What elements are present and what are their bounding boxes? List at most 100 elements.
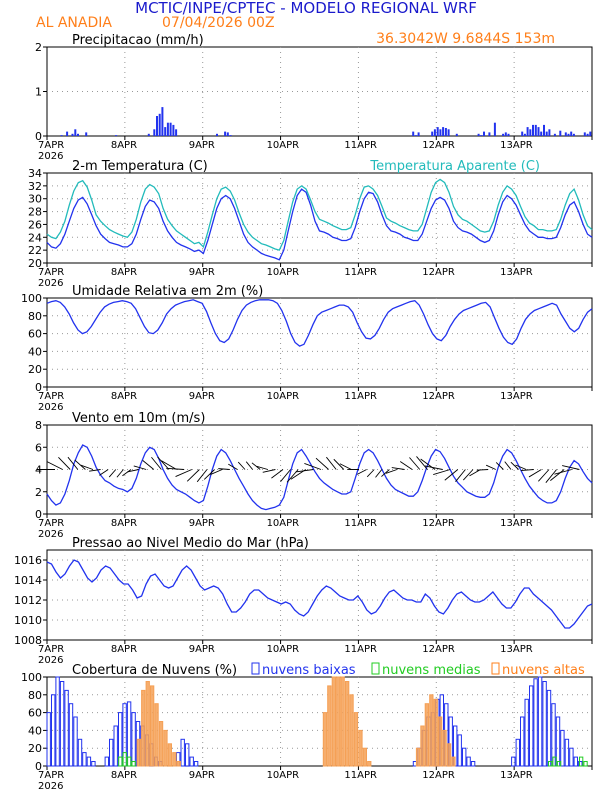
wind-arrow <box>256 465 268 470</box>
x-year-label: 2026 <box>38 151 63 162</box>
bar <box>118 756 123 767</box>
bar <box>447 129 450 136</box>
bar <box>122 752 127 767</box>
wind-arrow <box>510 461 519 470</box>
y-tick-label: 28 <box>28 206 42 219</box>
bar <box>502 133 505 136</box>
wind-arrow <box>366 469 375 478</box>
y-tick-label: 20 <box>28 363 42 376</box>
bar <box>163 729 168 767</box>
wind-arrow <box>80 464 94 470</box>
bar <box>216 133 218 136</box>
x-tick-label: 9APR <box>189 770 215 781</box>
wind-arrow <box>89 469 101 472</box>
wind-arrow <box>444 469 459 481</box>
bar <box>86 756 92 767</box>
bar <box>537 127 540 136</box>
panel-title: 2-m Temperatura (C) <box>72 159 208 174</box>
wind-arrow <box>550 469 565 481</box>
y-tick-label: 2 <box>35 41 42 54</box>
x-year-label: 2026 <box>38 278 63 289</box>
bar <box>349 694 354 767</box>
bar <box>66 131 69 136</box>
bar <box>91 761 96 767</box>
bar <box>340 676 345 767</box>
y-tick-label: 20 <box>28 742 42 755</box>
bar <box>521 131 524 136</box>
series-line <box>46 559 593 629</box>
wind-arrow <box>455 469 466 482</box>
panel-6: 0 20 40 60 80 100 7APR 8APR 9APR 10APR 11APR 12APR 1… <box>21 662 593 792</box>
legend-swatch <box>251 662 260 675</box>
wind-arrow <box>295 469 314 473</box>
x-tick-label: 11APR <box>344 140 377 151</box>
y-tick-label: 2 <box>35 486 42 499</box>
wind-arrow <box>416 456 428 470</box>
x-tick-label: 10APR <box>267 267 300 278</box>
x-tick-label: 8APR <box>111 644 137 655</box>
bar <box>477 133 480 136</box>
wind-arrow <box>161 460 177 470</box>
wind-arrow <box>280 469 291 482</box>
bar <box>126 701 132 767</box>
y-tick-label: 4 <box>35 464 42 477</box>
x-tick-label: 9APR <box>189 140 215 151</box>
bar <box>524 698 529 767</box>
x-tick-label: 11APR <box>344 770 377 781</box>
bar <box>420 725 425 767</box>
y-tick-label: 40 <box>28 724 42 737</box>
bar <box>358 729 363 767</box>
bar <box>555 716 561 767</box>
panel-1: 0 1 2 7APR 8APR 9APR 10APR 11APR 12APR 13APR 2026 P… <box>35 33 593 162</box>
bar <box>158 113 161 137</box>
wind-arrow <box>271 469 284 479</box>
x-tick-label: 12APR <box>422 518 455 529</box>
run-label: 07/04/2026 00Z <box>162 15 275 31</box>
y-tick-label: 80 <box>28 689 42 702</box>
bar <box>532 124 534 136</box>
wind-arrow <box>262 469 276 473</box>
y-tick-label: 30 <box>28 193 42 206</box>
wind-arrow <box>210 469 223 475</box>
y-tick-label: 60 <box>28 707 42 720</box>
bar <box>327 685 332 767</box>
bar <box>451 756 456 767</box>
y-tick-label: 100 <box>21 292 42 305</box>
bar <box>109 738 114 767</box>
bar <box>77 133 79 136</box>
bar <box>529 129 532 136</box>
x-tick-label: 11APR <box>344 644 377 655</box>
bar <box>127 756 132 767</box>
bar <box>224 131 227 136</box>
bar <box>74 129 77 136</box>
panel-title: Precipitacao (mm/h) <box>72 33 204 48</box>
wind-arrow <box>476 469 489 471</box>
bar <box>417 132 420 136</box>
bar <box>145 681 150 767</box>
wind-arrow <box>504 461 512 470</box>
wind-arrow <box>528 469 542 478</box>
bar <box>586 133 589 136</box>
chart-title: MCTIC/INPE/CPTEC - MODELO REGIONAL WRF <box>135 0 477 17</box>
bar <box>488 132 491 136</box>
wind-arrow <box>391 467 405 470</box>
x-tick-label: 9APR <box>189 267 215 278</box>
bar <box>444 128 447 136</box>
x-tick-label: 7APR <box>38 140 64 151</box>
wind-arrow <box>385 469 398 474</box>
bar <box>542 681 547 767</box>
wind-arrow <box>58 457 71 470</box>
panel-title: Pressao ao Nivel Medio do Mar (hPa) <box>72 536 309 551</box>
bar <box>523 133 526 136</box>
y-tick-label: 20 <box>28 257 42 270</box>
wind-arrow <box>196 469 208 483</box>
y-tick-label: 6 <box>35 441 42 454</box>
bar <box>180 738 185 767</box>
bar <box>331 676 337 767</box>
bar <box>55 676 60 767</box>
bar <box>336 676 341 767</box>
legend-swatch <box>371 662 380 675</box>
x-tick-label: 13APR <box>500 770 533 781</box>
x-tick-label: 7APR <box>38 770 64 781</box>
